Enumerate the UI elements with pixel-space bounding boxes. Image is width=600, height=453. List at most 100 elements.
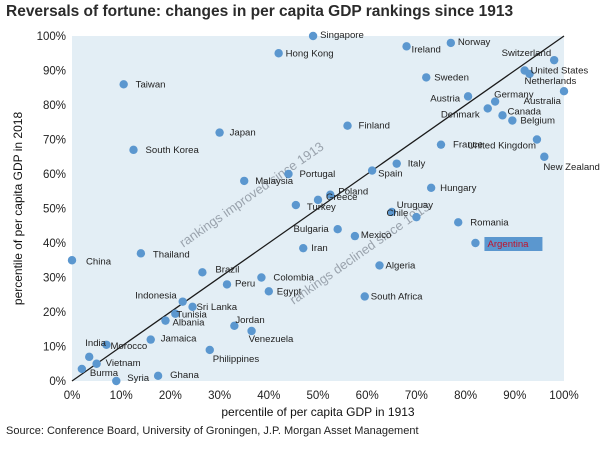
data-point: [412, 212, 421, 222]
x-tick-label: 0%: [64, 390, 81, 402]
data-point: [559, 87, 569, 96]
data-point: [549, 55, 559, 65]
y-tick-label: 70%: [43, 135, 66, 147]
data-point: [178, 297, 187, 306]
data-point: [205, 345, 214, 355]
point-label: Morocco: [110, 341, 147, 352]
point-label: Hong Kong: [286, 48, 334, 59]
point-label: Chile: [387, 208, 409, 219]
point-label: Vietnam: [106, 358, 141, 369]
data-point: [136, 249, 146, 258]
x-tick-label: 70%: [405, 390, 428, 402]
data-point: [392, 159, 401, 168]
data-point: [333, 225, 342, 234]
data-point: [92, 359, 101, 368]
point-label: South Africa: [371, 291, 423, 302]
data-point: [350, 231, 360, 241]
point-label: United States: [531, 66, 589, 77]
data-point: [264, 287, 273, 296]
y-axis-label: percentile of per capita GDP in 2018: [11, 112, 25, 306]
point-label: Thailand: [153, 249, 190, 260]
x-tick-label: 90%: [503, 390, 526, 402]
data-point: [146, 335, 155, 344]
data-point: [540, 152, 549, 161]
source-note: Source: Conference Board, University of …: [6, 425, 419, 437]
point-label: Singapore: [320, 30, 364, 41]
data-point: [188, 302, 197, 312]
y-tick-label: 80%: [43, 100, 66, 112]
point-label: Ghana: [170, 370, 199, 381]
data-point: [422, 73, 431, 82]
point-label: Syria: [127, 373, 150, 384]
x-tick-label: 80%: [454, 390, 477, 402]
data-point: [129, 145, 138, 155]
point-label: Italy: [408, 159, 426, 170]
point-label: Poland: [338, 187, 368, 198]
point-label: Canada: [508, 106, 542, 117]
point-label: Egypt: [277, 286, 302, 297]
y-tick-label: 40%: [43, 238, 66, 250]
point-label: China: [86, 256, 112, 267]
point-label: Albania: [172, 318, 205, 329]
x-tick-label: 10%: [110, 390, 133, 402]
y-tick-label: 0%: [49, 376, 66, 388]
point-label: Belgium: [520, 116, 555, 127]
point-label: Spain: [378, 169, 403, 180]
data-point: [471, 238, 480, 248]
data-point: [161, 316, 170, 325]
data-point: [508, 116, 517, 125]
data-point: [284, 169, 293, 179]
point-label: Algeria: [386, 260, 417, 271]
point-label: New Zealand: [543, 162, 600, 173]
point-label: Tunisia: [176, 310, 207, 321]
point-label: Germany: [494, 90, 534, 101]
point-label: Indonesia: [135, 291, 177, 302]
data-point: [483, 104, 492, 113]
point-label: Austria: [430, 93, 461, 104]
data-point: [463, 92, 473, 101]
point-label: India: [85, 338, 106, 349]
point-label: Iran: [311, 243, 328, 254]
y-tick-label: 90%: [43, 66, 66, 78]
point-label: Denmark: [441, 109, 480, 120]
point-label: France: [453, 140, 483, 151]
x-tick-label: 100%: [549, 390, 578, 402]
x-tick-label: 60%: [356, 390, 379, 402]
x-tick-labels: 0% 10% 20% 30% 40% 50% 60% 70% 80% 90% 100%: [64, 390, 579, 402]
x-axis-label: percentile of per capita GDP in 1913: [221, 405, 415, 419]
point-label: Turkey: [307, 202, 336, 213]
point-labels: Singapore Norway Switzerland Ireland Hong Ko…: [85, 30, 600, 384]
x-tick-label: 40%: [257, 390, 280, 402]
point-label: Bulgaria: [293, 224, 329, 235]
data-point: [230, 321, 239, 330]
point-label: Japan: [230, 128, 256, 139]
point-label: Uruguay: [397, 200, 433, 211]
data-point: [532, 135, 542, 144]
x-tick-label: 30%: [208, 390, 231, 402]
data-point: [247, 326, 256, 336]
data-point: [326, 190, 335, 199]
point-label: South Korea: [146, 145, 200, 156]
point-label: Portugal: [299, 169, 335, 180]
data-point: [525, 69, 534, 79]
data-point: [375, 261, 384, 270]
y-tick-label: 30%: [43, 273, 66, 285]
y-tick-label: 100%: [37, 31, 66, 43]
x-tick-label: 50%: [306, 390, 329, 402]
point-label: Greece: [326, 192, 357, 203]
point-label: Argentina: [487, 239, 529, 250]
point-label: Jordan: [235, 315, 264, 326]
y-tick-label: 60%: [43, 169, 66, 181]
data-point: [387, 207, 396, 217]
point-label: Switzerland: [502, 48, 552, 59]
point-label: Romania: [470, 217, 509, 228]
data-point: [454, 218, 463, 227]
y-tick-label: 10%: [43, 342, 66, 354]
y-tick-label: 50%: [43, 204, 66, 216]
data-point: [313, 195, 323, 205]
data-point: [498, 111, 507, 120]
point-label: Sri Lanka: [197, 302, 238, 313]
point-label: Peru: [235, 278, 255, 289]
data-point: [360, 292, 369, 301]
